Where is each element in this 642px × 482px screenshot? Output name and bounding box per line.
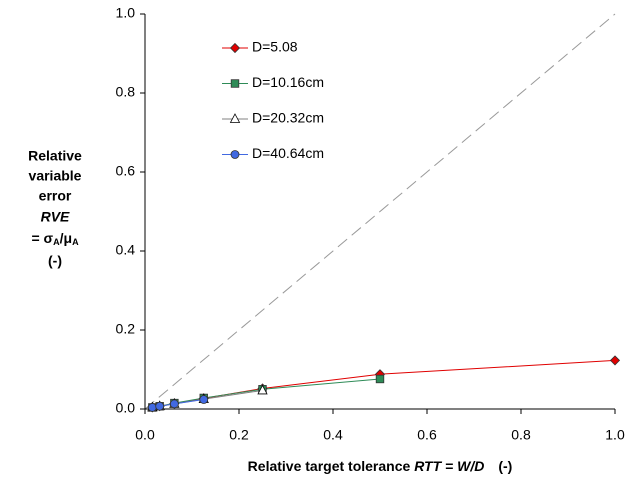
point [155,401,165,411]
formula-part: A [72,237,79,247]
legend-label: D=10.16cm [252,74,324,90]
formula-part: A [53,237,60,247]
legend-marker [229,113,241,123]
legend-marker [229,42,241,54]
y-tick-label: 0.2 [116,321,136,337]
x-label: Relative target tolerance RTT = W/D (-) [248,458,513,474]
point [169,399,179,409]
legend-marker [230,79,240,88]
x-tick-label: 1.0 [605,427,625,443]
legend-label: D=20.32cm [252,110,324,126]
y-label: error [39,188,72,204]
point [609,355,621,366]
x-label-part: (-) [498,458,512,474]
y-label: RVE [41,209,70,225]
x-tick-label: 0.8 [511,427,531,443]
point [199,395,209,404]
point [147,403,157,412]
y-label: Relative [28,148,82,164]
reference-line [144,13,616,410]
y-tick-label: 1.0 [116,5,136,21]
x-label-part: RTT = W/D [414,458,484,474]
formula-part: /μ [60,230,72,246]
formula-part: = σ [31,230,53,246]
point [375,374,385,384]
y-label-formula: = σA/μA [31,230,79,248]
point [257,384,268,395]
y-tick-label: 0.6 [116,163,136,179]
y-label: (-) [48,253,62,269]
x-tick-label: 0.2 [229,427,249,443]
x-tick-label: 0.6 [417,427,437,443]
series-line [152,359,616,408]
legend-label: D=40.64cm [252,145,324,161]
legend-marker [230,150,240,159]
y-tick-label: 0.0 [116,400,136,416]
y-tick-label: 0.8 [116,84,136,100]
x-label-part: Relative target tolerance [248,458,415,474]
y-label: variable [29,168,82,184]
legend-label: D=5.08 [252,39,298,55]
x-tick-label: 0.4 [323,427,343,443]
x-tick-label: 0.0 [135,427,155,443]
y-tick-label: 0.4 [116,242,136,258]
